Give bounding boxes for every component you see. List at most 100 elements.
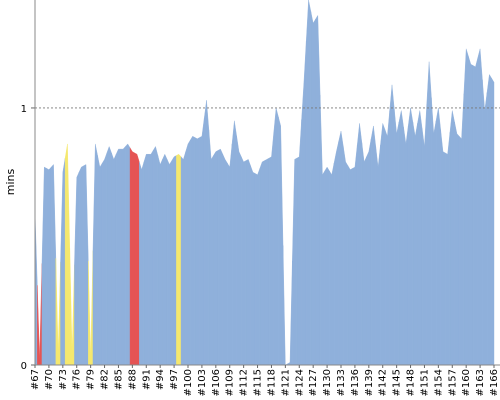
x-tick-label: #82 — [100, 369, 111, 390]
build-area — [440, 129, 446, 366]
build-area — [69, 248, 75, 366]
build-area — [92, 143, 98, 366]
build-area — [41, 166, 47, 366]
build-area — [245, 159, 251, 366]
build-area — [491, 77, 495, 366]
x-tick-label: #67 — [30, 369, 41, 390]
x-tick-label: #121 — [280, 369, 291, 396]
build-area — [213, 150, 219, 366]
build-area — [468, 56, 474, 366]
build-area — [125, 143, 131, 366]
build-area — [176, 153, 182, 366]
x-tick-label: #139 — [364, 369, 375, 396]
build-area — [426, 61, 432, 366]
build-area — [296, 119, 302, 366]
build-area — [97, 155, 103, 366]
build-area — [55, 258, 61, 366]
build-area — [222, 154, 228, 366]
x-tick-label: #76 — [72, 369, 83, 390]
build-area — [74, 172, 80, 366]
build-area — [199, 118, 205, 366]
build-area — [157, 155, 163, 366]
build-area — [166, 159, 172, 366]
build-area — [250, 165, 256, 366]
build-area — [412, 122, 418, 366]
build-area — [306, 0, 312, 366]
x-tick-label: #94 — [155, 369, 166, 390]
build-area — [366, 138, 372, 366]
y-tick-label: 0 — [21, 361, 27, 372]
build-area — [347, 165, 353, 366]
y-axis-label: mins — [4, 168, 17, 195]
x-tick-label: #133 — [336, 369, 347, 396]
build-area — [185, 139, 191, 366]
x-tick-label: #79 — [86, 369, 97, 390]
x-tick-label: #151 — [419, 369, 430, 396]
build-area — [408, 107, 414, 366]
build-area — [236, 136, 242, 366]
build-area — [278, 116, 284, 366]
build-area — [431, 97, 437, 366]
x-tick-label: #136 — [350, 369, 361, 396]
build-area — [64, 143, 70, 366]
build-area — [417, 110, 423, 366]
x-tick-label: #88 — [127, 369, 138, 390]
build-area — [231, 120, 237, 366]
x-tick-label: #91 — [141, 369, 152, 390]
x-tick-label: #160 — [461, 369, 472, 396]
x-tick-label: #142 — [378, 369, 389, 396]
build-area — [445, 132, 451, 366]
x-tick-label: #109 — [225, 369, 236, 396]
build-area — [46, 166, 52, 366]
build-area — [333, 141, 339, 366]
build-area — [310, 11, 316, 366]
build-area — [389, 84, 395, 366]
x-tick-label: #70 — [44, 369, 55, 390]
build-area — [301, 41, 307, 366]
build-area — [343, 146, 349, 366]
build-area — [194, 137, 200, 366]
build-area — [217, 148, 223, 366]
build-area — [60, 158, 66, 366]
build-area — [449, 110, 455, 366]
x-tick-label: #73 — [58, 369, 69, 390]
build-area — [292, 157, 298, 366]
build-area — [329, 163, 335, 366]
build-area — [454, 122, 460, 366]
build-area — [282, 245, 288, 366]
build-area — [486, 73, 492, 366]
build-area — [259, 160, 265, 366]
x-tick-label: #154 — [433, 369, 444, 396]
build-area — [180, 151, 186, 366]
x-tick-label: #163 — [475, 369, 486, 396]
build-area — [380, 123, 386, 366]
build-area — [472, 57, 478, 366]
build-area — [273, 107, 279, 366]
x-tick-label: #85 — [113, 369, 124, 390]
build-area — [106, 145, 112, 366]
build-area — [315, 14, 321, 366]
build-area — [115, 148, 121, 366]
build-area — [162, 153, 168, 366]
x-tick-label: #166 — [489, 369, 500, 396]
x-tick-label: #112 — [239, 369, 250, 396]
x-tick-label: #127 — [308, 369, 319, 396]
build-area — [227, 143, 233, 366]
build-area — [88, 250, 94, 366]
build-area — [208, 129, 214, 366]
build-area — [361, 142, 367, 366]
build-area — [204, 100, 210, 366]
build-area — [482, 79, 488, 366]
build-area — [357, 123, 363, 366]
y-tick-label: 1 — [21, 104, 27, 115]
build-area — [394, 109, 400, 366]
build-area — [398, 110, 404, 366]
build-area — [129, 147, 135, 366]
x-tick-label: #124 — [294, 369, 305, 396]
build-area — [459, 93, 465, 366]
build-area — [370, 125, 376, 366]
build-area — [375, 145, 381, 366]
build-area — [264, 157, 270, 366]
build-area — [255, 168, 261, 366]
